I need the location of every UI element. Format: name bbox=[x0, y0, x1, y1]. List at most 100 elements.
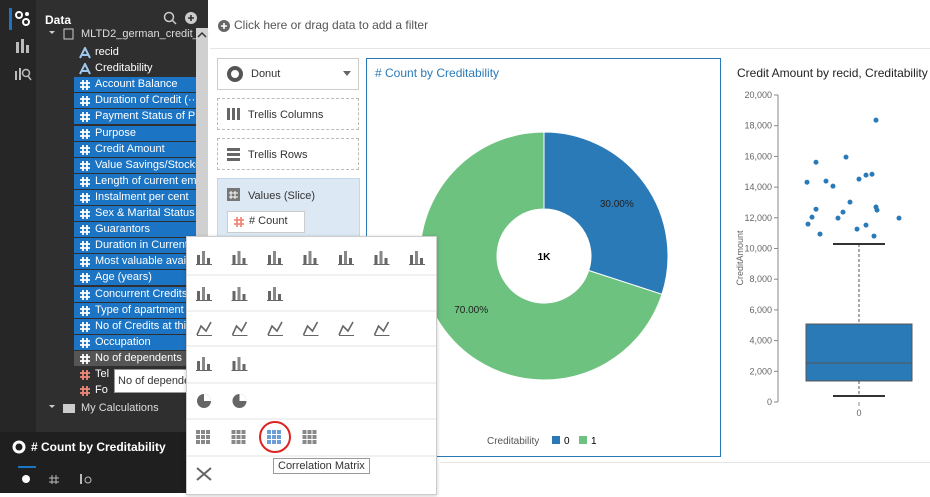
field-item[interactable]: Sex & Marital Status bbox=[74, 206, 196, 221]
field-item[interactable]: Value Savings/Stocks bbox=[74, 157, 196, 173]
field-item[interactable]: Occupation bbox=[74, 334, 196, 350]
chart-type-option[interactable] bbox=[197, 394, 211, 408]
field-icon bbox=[80, 305, 90, 316]
chart-type: Donut bbox=[251, 68, 281, 80]
chart-type-option[interactable] bbox=[231, 357, 248, 371]
legend-title: Creditability bbox=[487, 436, 539, 447]
values-slice[interactable]: Values (Slice) # Count bbox=[217, 178, 360, 240]
chart-type-option[interactable] bbox=[373, 251, 390, 265]
chart-type-option[interactable] bbox=[267, 321, 283, 336]
field-item[interactable]: Age (years) bbox=[74, 270, 196, 286]
field-item[interactable]: Type of apartment bbox=[74, 302, 196, 318]
chart-type-option[interactable] bbox=[231, 251, 248, 265]
chart-type-option[interactable] bbox=[231, 321, 248, 336]
y-tick-label: 4,000 bbox=[749, 336, 772, 346]
field-name: Credit Amount bbox=[95, 142, 165, 155]
field-item[interactable]: Most valuable availa· bbox=[74, 254, 196, 270]
property-tabs[interactable] bbox=[20, 472, 110, 486]
chart-type-option[interactable] bbox=[302, 321, 319, 336]
outlier[interactable] bbox=[823, 178, 829, 184]
chart-type-select[interactable]: Donut bbox=[217, 58, 359, 90]
y-tick-label: 12,000 bbox=[744, 213, 772, 223]
field-item[interactable]: No of dependents bbox=[74, 350, 196, 366]
chart-type-option[interactable] bbox=[231, 287, 248, 301]
add-filter-icon[interactable] bbox=[217, 19, 231, 33]
outlier[interactable] bbox=[817, 231, 823, 237]
chart-type-option[interactable] bbox=[196, 321, 212, 336]
field-item[interactable]: Duration of Credit (··· bbox=[74, 93, 196, 109]
field-item[interactable]: Creditability bbox=[74, 61, 196, 76]
data-icon[interactable] bbox=[14, 10, 32, 28]
outlier[interactable] bbox=[871, 233, 877, 239]
outlier[interactable] bbox=[873, 117, 879, 123]
boxplot-chart[interactable]: Credit Amount by recid, Creditability 0 2,… bbox=[728, 58, 928, 428]
x-tick-label: 0 bbox=[856, 408, 861, 418]
nav-rail bbox=[0, 0, 36, 432]
outlier[interactable] bbox=[835, 215, 841, 221]
dataset-name[interactable]: MLTD2_german_credit_··· bbox=[81, 28, 210, 40]
outlier[interactable] bbox=[805, 221, 811, 227]
scroll-up[interactable] bbox=[197, 30, 207, 40]
viz-icon[interactable] bbox=[15, 38, 31, 54]
chart-type-option[interactable] bbox=[302, 251, 319, 265]
donut-slice[interactable] bbox=[543, 131, 669, 295]
outlier[interactable] bbox=[874, 207, 880, 213]
trellis-columns[interactable]: Trellis Columns bbox=[217, 98, 359, 130]
analytics-icon[interactable] bbox=[14, 65, 32, 81]
outlier[interactable] bbox=[830, 183, 836, 189]
trellis-rows[interactable]: Trellis Rows bbox=[217, 138, 359, 170]
outlier[interactable] bbox=[809, 214, 815, 220]
chart-type-option[interactable] bbox=[267, 287, 283, 301]
outlier[interactable] bbox=[856, 176, 862, 182]
chart-type-option[interactable] bbox=[196, 357, 212, 371]
field-item[interactable]: Concurrent Credits bbox=[74, 286, 196, 302]
field-item[interactable]: No of Credits at this · bbox=[74, 318, 196, 334]
outlier[interactable] bbox=[813, 159, 819, 165]
folder-name[interactable]: My Calculations bbox=[81, 402, 159, 414]
values-icon bbox=[227, 188, 240, 201]
chart-type-option[interactable] bbox=[267, 251, 283, 265]
field-name: Payment Status of P··· bbox=[95, 110, 196, 123]
chart-type-option[interactable] bbox=[196, 467, 212, 481]
chart-type-option[interactable] bbox=[373, 321, 390, 336]
chart-type-option[interactable] bbox=[231, 430, 246, 444]
outlier[interactable] bbox=[896, 215, 902, 221]
chart-type-option[interactable] bbox=[338, 321, 354, 336]
outlier[interactable] bbox=[840, 209, 846, 215]
chart-type-option[interactable] bbox=[338, 251, 354, 265]
donut-chart[interactable]: # Count by Creditability 30.00% 70.00% 1K Cr… bbox=[366, 58, 721, 457]
legend-label: 0 bbox=[564, 436, 570, 447]
field-item[interactable]: Purpose bbox=[74, 125, 196, 141]
field-item[interactable]: Fo bbox=[74, 383, 196, 398]
filter-bar[interactable]: Click here or drag data to add a filter bbox=[234, 18, 429, 32]
field-item[interactable]: Account Balance bbox=[74, 77, 196, 93]
chart-type-option[interactable] bbox=[196, 287, 212, 301]
field-item[interactable]: Length of current em··· bbox=[74, 173, 196, 189]
field-item[interactable]: Payment Status of P··· bbox=[74, 109, 196, 125]
chart-type-option[interactable] bbox=[232, 394, 247, 408]
field-item[interactable]: Credit Amount bbox=[74, 141, 196, 157]
outlier[interactable] bbox=[869, 171, 875, 177]
chart-type-option[interactable] bbox=[196, 251, 212, 265]
field-item[interactable]: recid bbox=[74, 45, 196, 60]
outlier[interactable] bbox=[863, 172, 869, 178]
box[interactable] bbox=[805, 323, 913, 382]
chart-type-option[interactable] bbox=[302, 430, 317, 444]
field-name: Most valuable availa· bbox=[95, 255, 196, 268]
outlier[interactable] bbox=[843, 154, 849, 160]
outlier[interactable] bbox=[804, 179, 810, 185]
field-item[interactable]: Instalment per cent bbox=[74, 189, 196, 205]
field-item[interactable]: Duration in Current a bbox=[74, 238, 196, 254]
donut-slice[interactable] bbox=[419, 131, 663, 381]
field-item[interactable]: Guarantors bbox=[74, 222, 196, 238]
chart-type-option[interactable] bbox=[267, 430, 281, 444]
outlier[interactable] bbox=[854, 226, 860, 232]
chart-type-option[interactable] bbox=[409, 251, 425, 265]
value-pill[interactable]: # Count bbox=[227, 211, 305, 233]
outlier[interactable] bbox=[813, 206, 819, 212]
search-add[interactable] bbox=[163, 11, 199, 27]
outlier[interactable] bbox=[847, 199, 853, 205]
field-item[interactable]: Tel bbox=[74, 367, 196, 382]
chart-type-option[interactable] bbox=[196, 430, 210, 444]
outlier[interactable] bbox=[863, 222, 869, 228]
